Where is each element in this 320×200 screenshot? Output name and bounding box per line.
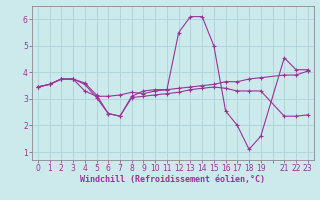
X-axis label: Windchill (Refroidissement éolien,°C): Windchill (Refroidissement éolien,°C) — [80, 175, 265, 184]
